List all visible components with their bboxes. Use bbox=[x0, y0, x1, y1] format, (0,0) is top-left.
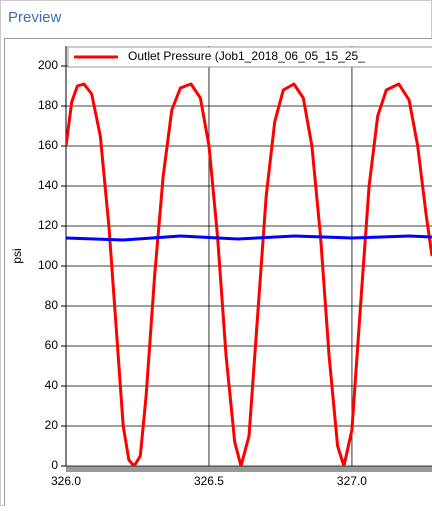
y-tick-label: 0 bbox=[51, 458, 58, 472]
y-tick-label: 60 bbox=[45, 338, 59, 352]
y-axis-label: psi bbox=[10, 248, 24, 263]
y-tick-label: 200 bbox=[38, 58, 58, 72]
y-tick-label: 160 bbox=[38, 138, 58, 152]
panel-title: Preview bbox=[8, 9, 62, 26]
x-tick-label: 326.5 bbox=[194, 474, 224, 488]
y-tick-label: 20 bbox=[45, 418, 59, 432]
x-tick-label: 326.0 bbox=[51, 474, 81, 488]
x-axis-strip bbox=[66, 466, 432, 472]
y-tick-label: 80 bbox=[45, 298, 59, 312]
chart-frame bbox=[5, 39, 432, 507]
y-tick-label: 40 bbox=[45, 378, 59, 392]
y-tick-label: 120 bbox=[38, 218, 58, 232]
y-tick-label: 140 bbox=[38, 178, 58, 192]
x-tick-label: 327.0 bbox=[337, 474, 367, 488]
y-tick-label: 100 bbox=[38, 258, 58, 272]
legend-label: Outlet Pressure (Job1_2018_06_05_15_25_ bbox=[128, 49, 365, 63]
y-tick-label: 180 bbox=[38, 98, 58, 112]
